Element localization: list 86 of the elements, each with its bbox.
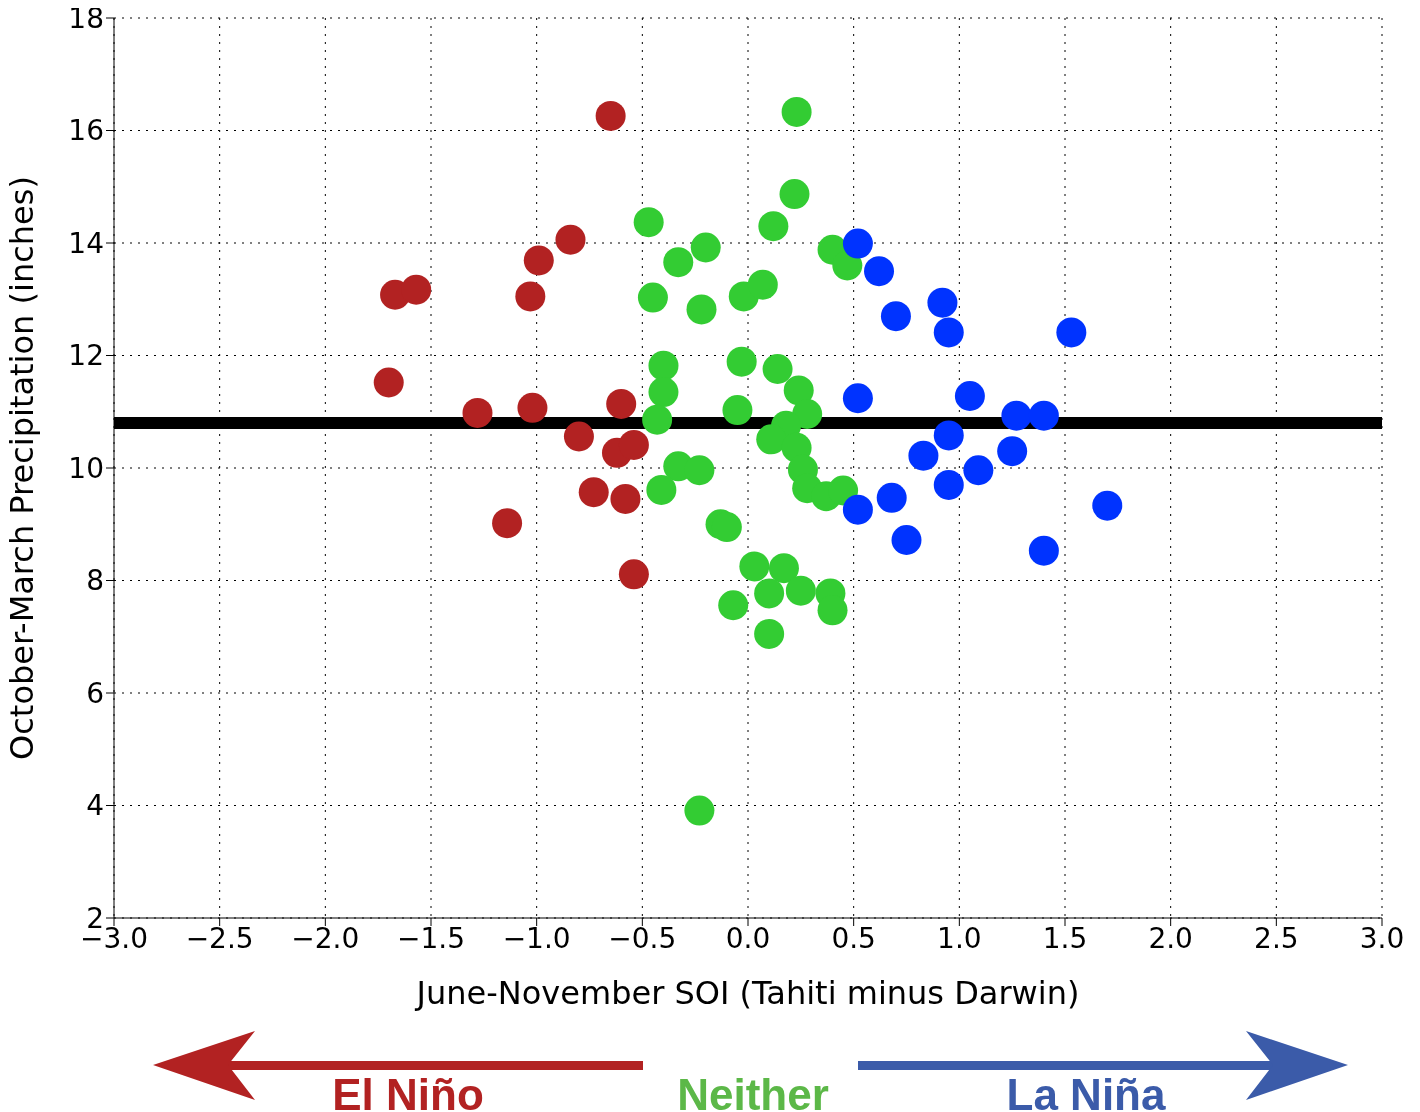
x-tick-label: 0.0 bbox=[725, 921, 771, 955]
x-tick-label: −2.5 bbox=[185, 921, 254, 955]
point bbox=[842, 383, 873, 414]
point bbox=[754, 618, 785, 649]
point bbox=[517, 392, 548, 423]
point bbox=[606, 388, 637, 419]
point bbox=[595, 100, 626, 131]
point bbox=[781, 96, 812, 127]
point bbox=[880, 301, 911, 332]
point bbox=[637, 282, 668, 313]
point bbox=[864, 256, 895, 287]
point bbox=[842, 494, 873, 525]
text: Neither bbox=[677, 1070, 829, 1112]
point bbox=[684, 455, 715, 486]
point bbox=[927, 287, 958, 318]
point bbox=[933, 469, 964, 500]
point bbox=[648, 350, 679, 381]
point bbox=[1001, 400, 1032, 431]
point bbox=[963, 455, 994, 486]
point bbox=[739, 551, 770, 582]
point bbox=[1056, 317, 1087, 348]
point bbox=[401, 274, 432, 305]
x-tick-label: −0.5 bbox=[608, 921, 677, 955]
x-tick-label: 2.0 bbox=[1148, 921, 1193, 955]
point bbox=[722, 395, 753, 426]
point bbox=[933, 317, 964, 348]
y-tick-label: 12 bbox=[68, 339, 104, 373]
point bbox=[686, 294, 717, 325]
point bbox=[610, 483, 641, 514]
point bbox=[515, 281, 546, 312]
point bbox=[908, 440, 939, 471]
x-tick-label: 3.0 bbox=[1359, 921, 1405, 955]
x-tick-label: −1.5 bbox=[397, 921, 465, 955]
y-axis-title: October-March Precipitation (inches) bbox=[3, 176, 42, 760]
point bbox=[758, 211, 789, 242]
point bbox=[747, 269, 778, 300]
x-tick-label: −1.0 bbox=[502, 921, 571, 955]
point bbox=[718, 590, 749, 621]
point bbox=[785, 575, 816, 606]
point bbox=[373, 367, 404, 398]
y-tick-label: 10 bbox=[68, 451, 104, 485]
point bbox=[933, 420, 964, 451]
point bbox=[779, 179, 810, 210]
point bbox=[523, 245, 554, 276]
y-tick-label: 4 bbox=[86, 789, 104, 823]
point bbox=[555, 224, 586, 255]
y-tick-label: 18 bbox=[68, 1, 104, 35]
point bbox=[633, 207, 664, 238]
y-tick-label: 6 bbox=[86, 676, 104, 710]
point bbox=[646, 474, 677, 505]
point bbox=[997, 436, 1028, 467]
point bbox=[492, 508, 523, 539]
point bbox=[954, 381, 985, 411]
point bbox=[578, 477, 609, 508]
text: El Niño bbox=[332, 1070, 484, 1112]
point bbox=[648, 377, 679, 408]
point bbox=[462, 397, 493, 428]
point bbox=[842, 228, 873, 259]
y-tick-label: 14 bbox=[68, 226, 104, 260]
x-tick-label: 1.5 bbox=[1042, 921, 1088, 955]
point bbox=[1028, 400, 1059, 431]
x-axis-title: June-November SOI (Tahiti minus Darwin) bbox=[414, 974, 1080, 1012]
point bbox=[1028, 535, 1059, 566]
point bbox=[783, 375, 814, 406]
point bbox=[642, 404, 673, 435]
point bbox=[618, 429, 649, 460]
point bbox=[876, 482, 907, 513]
point bbox=[618, 559, 649, 590]
x-tick-label: 2.5 bbox=[1254, 921, 1299, 955]
point bbox=[762, 354, 793, 384]
x-tick-label: 0.5 bbox=[831, 921, 876, 955]
point bbox=[754, 578, 785, 609]
point bbox=[684, 795, 715, 826]
text: La Niña bbox=[1006, 1070, 1166, 1112]
point bbox=[726, 346, 757, 377]
y-tick-label: 16 bbox=[68, 114, 104, 148]
point bbox=[690, 232, 721, 263]
point bbox=[563, 421, 594, 452]
point bbox=[663, 247, 694, 278]
point bbox=[768, 553, 799, 584]
x-tick-label: −2.0 bbox=[291, 921, 360, 955]
point bbox=[891, 525, 922, 555]
x-tick-label: 1.0 bbox=[937, 921, 982, 955]
y-tick-label: 8 bbox=[86, 564, 104, 598]
point bbox=[1092, 490, 1123, 521]
point bbox=[756, 424, 787, 455]
